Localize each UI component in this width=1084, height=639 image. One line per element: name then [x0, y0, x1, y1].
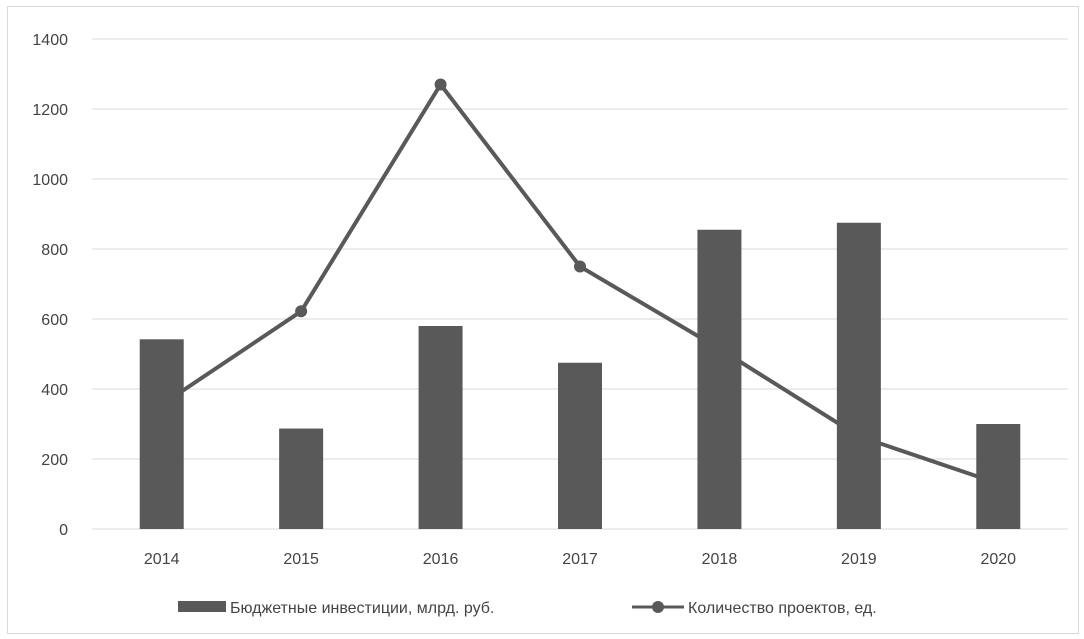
- legend-swatch-bar: [178, 601, 226, 612]
- x-tick-label: 2017: [562, 551, 598, 568]
- gridlines: [92, 38, 1068, 530]
- legend-swatch-marker: [652, 601, 664, 613]
- bar-series: [139, 222, 1021, 529]
- y-tick-label: 400: [41, 382, 68, 399]
- x-tick-label: 2016: [423, 551, 459, 568]
- line-point: [574, 260, 586, 273]
- line-series: [160, 78, 999, 486]
- legend-label-line: Количество проектов, ед.: [688, 600, 877, 617]
- y-tick-label: 600: [41, 312, 68, 329]
- y-tick-label: 200: [41, 452, 68, 469]
- legend-label-bar: Бюджетные инвестиции, млрд. руб.: [230, 600, 494, 617]
- x-tick-label: 2018: [702, 551, 738, 568]
- y-tick-label: 1000: [32, 172, 68, 189]
- bar: [418, 326, 463, 529]
- bar: [279, 428, 324, 529]
- x-tick-label: 2015: [283, 551, 319, 568]
- bar: [558, 362, 602, 529]
- legend: Бюджетные инвестиции, млрд. руб. Количес…: [178, 600, 877, 617]
- y-tick-label: 1400: [32, 32, 68, 49]
- line-point: [295, 305, 308, 318]
- x-tick-label: 2020: [980, 551, 1016, 568]
- y-axis-ticks: 0 200 400 600 800 1000 1200 1400: [32, 32, 68, 539]
- y-tick-label: 0: [59, 522, 68, 539]
- x-tick-label: 2019: [841, 551, 877, 568]
- line-point: [434, 78, 447, 91]
- bar: [697, 229, 742, 529]
- bar: [836, 222, 881, 529]
- x-axis-ticks: 2014 2015 2016 2017 2018 2019 2020: [144, 551, 1016, 568]
- y-tick-label: 800: [41, 242, 68, 259]
- x-tick-label: 2014: [144, 551, 180, 568]
- bar: [139, 339, 184, 529]
- y-tick-label: 1200: [32, 102, 68, 119]
